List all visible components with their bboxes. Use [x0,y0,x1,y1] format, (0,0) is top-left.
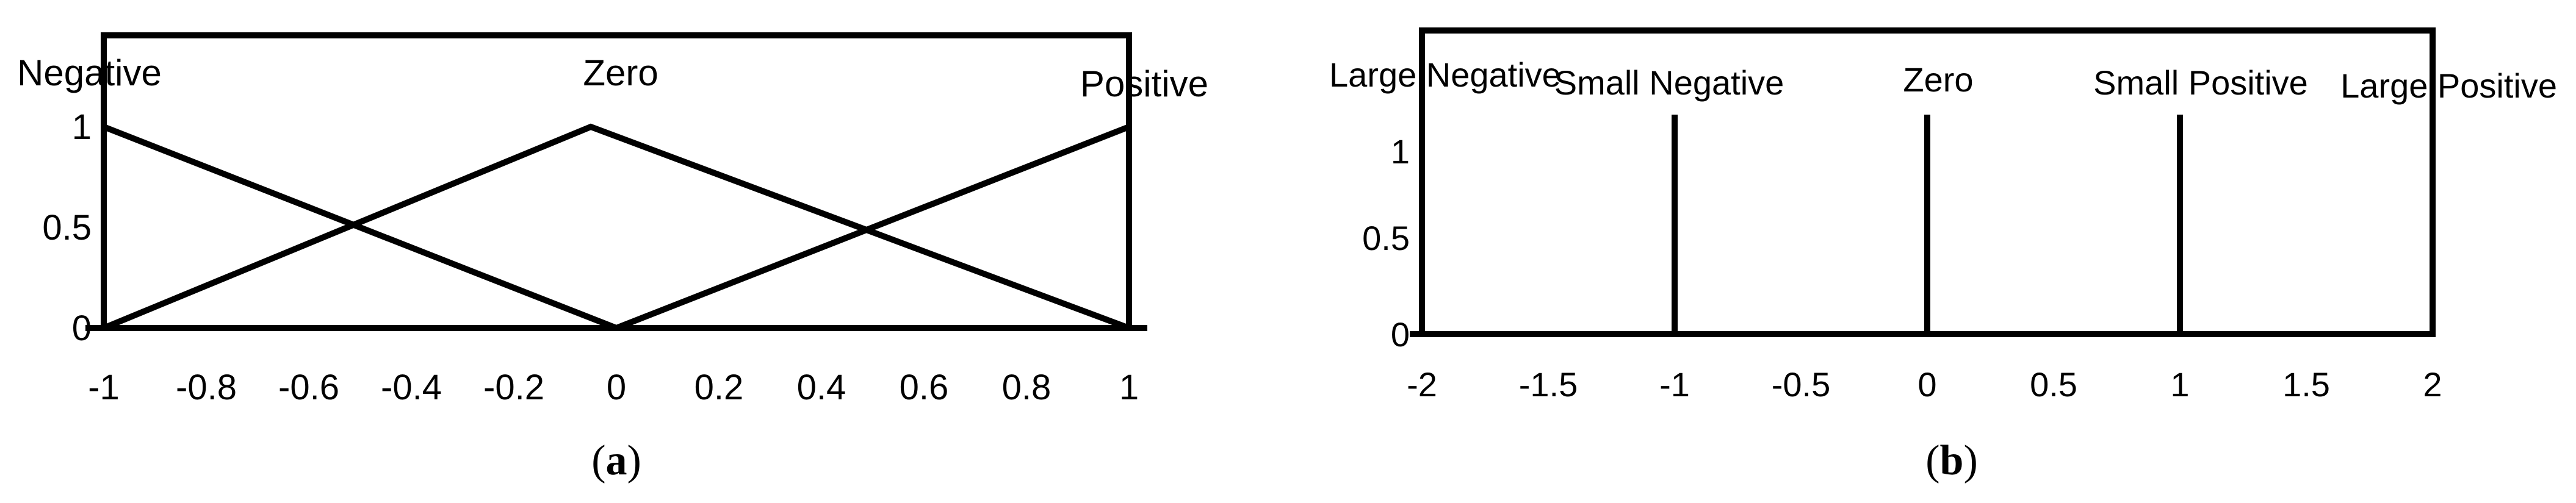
series-positive-line [615,124,1130,331]
x-tick-label: -0.2 [483,368,544,407]
x-tick-label: -0.8 [176,368,237,407]
series-label-small-positive: Small Positive [2093,63,2308,102]
series-label-positive: Positive [1080,63,1208,104]
series-label-zero: Zero [583,52,658,93]
y-tick-label: 1 [1391,132,1410,171]
x-tick-label: 0.5 [2030,365,2077,404]
x-tick-label: 1 [2170,365,2189,404]
x-tick-label: -0.4 [381,368,442,407]
series-label-small-negative: Small Negative [1554,63,1784,102]
x-tick-label: 0.2 [695,368,744,407]
x-tick-label: -0.6 [278,368,339,407]
y-tick-label: 1 [72,107,92,147]
y-tick-label: 0 [1391,315,1410,354]
x-tick-label: 0.8 [1002,368,1052,407]
x-tick-label: 0.4 [797,368,846,407]
y-tick-label: 0.5 [42,208,92,248]
x-tick-label: 0 [1918,365,1936,404]
panel-b-chart: -2 -1.5 -1 -0.5 0 0.5 1 1.5 2 0 0.5 1 Large Negati… [1329,27,2557,484]
panel-a-caption: (a) [591,437,641,484]
x-tick-label: 0 [607,368,626,407]
x-tick-label: -1 [88,368,120,407]
x-tick-label: -0.5 [1772,365,1831,404]
series-label-large-positive: Large Positive [2340,66,2557,105]
series-label-negative: Negative [17,52,162,93]
x-tick-label: -1 [1659,365,1690,404]
y-tick-label: 0.5 [1362,219,1410,257]
x-tick-label: 0.6 [900,368,949,407]
x-tick-label: 1 [1119,368,1139,407]
series-label-large-negative: Large Negative [1329,55,1561,94]
x-tick-label: 2 [2423,365,2442,404]
panel-a-chart: -1 -0.8 -0.6 -0.4 -0.2 0 0.2 0.4 0.6 0.8 1 0 0.5 1 N… [17,32,1208,484]
series-label-zero: Zero [1903,60,1973,99]
x-tick-label: -1.5 [1519,365,1578,404]
series-zero-line [103,123,1130,331]
x-tick-label: 1.5 [2282,365,2330,404]
y-tick-label: 0 [72,309,92,348]
series-negative-line [103,124,618,331]
panel-b-caption: (b) [1925,437,1978,484]
x-tick-label: -2 [1407,365,1437,404]
